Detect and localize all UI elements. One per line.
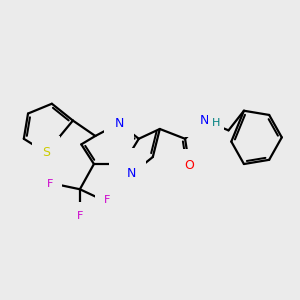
Text: N: N [115,117,124,130]
Text: F: F [104,196,110,206]
Text: N: N [127,167,136,180]
Text: H: H [212,118,220,128]
Text: N: N [119,158,128,170]
Text: N: N [200,114,209,127]
Text: F: F [77,211,83,221]
Text: NH: NH [195,114,214,127]
Text: S: S [42,146,50,159]
Text: F: F [47,178,53,189]
Text: O: O [184,159,194,172]
